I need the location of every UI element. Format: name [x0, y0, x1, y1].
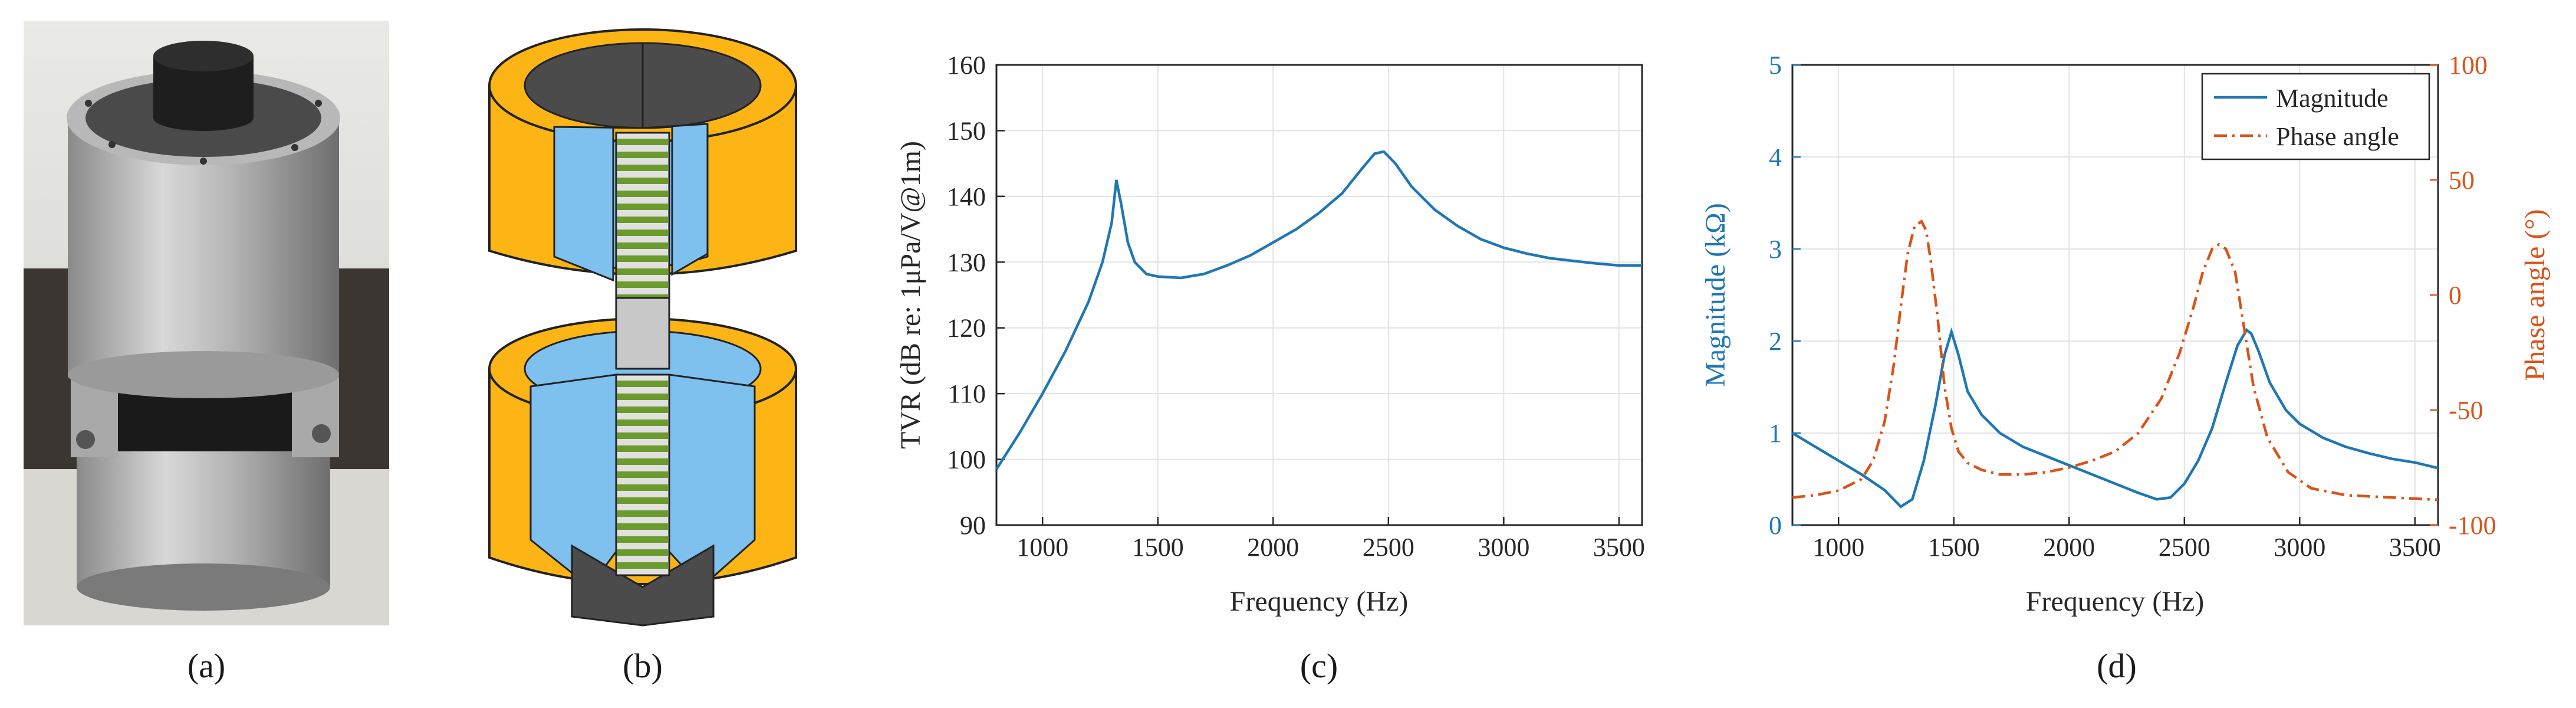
transducer-photo	[24, 21, 389, 625]
impedance-chart: 1000 1500 2000 2500 3000 3500 0 1 2 3 4 5 -100 -50 0 50…	[1686, 41, 2576, 637]
piezo-ring	[617, 536, 668, 543]
piezo-ring	[617, 217, 668, 223]
x-tick-label: 3500	[2389, 533, 2441, 562]
piezo-ring	[617, 152, 668, 158]
y-tick-label: 4	[1769, 143, 1782, 172]
y-tick-label: 5	[1769, 51, 1782, 80]
piezo-ring	[617, 281, 668, 288]
x-tick-label: 1000	[1812, 533, 1864, 562]
caption-c: (c)	[1299, 647, 1338, 685]
magnitude-ylabel: Magnitude (kΩ)	[1700, 203, 1731, 387]
piezo-ring	[617, 178, 668, 184]
tvr-plot-frame	[995, 64, 1643, 526]
tvr-ylabel: TVR (dB re: 1μPa/V@1m)	[895, 141, 926, 449]
caption-a: (a)	[187, 647, 226, 685]
piezo-ring	[617, 471, 668, 478]
y-tick-label: 120	[947, 314, 986, 343]
piezo-ring	[617, 268, 668, 275]
y-right-tick-label: -50	[2449, 396, 2483, 425]
magnitude-series-line	[1791, 327, 2439, 509]
piezo-ring	[617, 381, 668, 387]
caption-d: (d)	[2097, 647, 2137, 685]
x-tick-label: 2000	[1247, 533, 1299, 562]
legend-phase-label: Phase angle	[2276, 122, 2399, 151]
piezo-ring	[617, 242, 668, 249]
y-tick-label: 140	[947, 182, 986, 211]
y-tick-label: 130	[947, 248, 986, 277]
piezo-ring	[617, 394, 668, 400]
phase-series-line	[1792, 219, 2439, 502]
x-tick-label: 2500	[1363, 533, 1414, 562]
impedance-chart-svg: 1000 1500 2000 2500 3000 3500 0 1 2 3 4 5 -100 -50 0 50…	[1700, 51, 2551, 617]
transducer-photo-drawing	[24, 21, 389, 625]
y-right-tick-label: 50	[2449, 166, 2475, 195]
x-tick-label: 1500	[1928, 533, 1980, 562]
x-tick-label: 3000	[2274, 533, 2325, 562]
y-tick-label: 150	[947, 116, 986, 145]
y-tick-label: 90	[960, 511, 986, 540]
x-tick-label: 1500	[1132, 533, 1184, 562]
chart-legend: Magnitude Phase angle	[2201, 73, 2430, 160]
piezo-ring	[617, 165, 668, 171]
tvr-chart-svg: 1000 1500 2000 2500 3000 3500 90 100 110 120 130 14…	[895, 51, 1645, 617]
y-right-tick-label: 0	[2449, 281, 2462, 310]
tvr-chart: 1000 1500 2000 2500 3000 3500 90 100 110 120 130 14…	[873, 41, 1657, 637]
y-tick-label: 110	[948, 379, 986, 408]
y-right-tick-label: 100	[2449, 51, 2488, 80]
cutaway-schematic-drawing	[488, 28, 797, 627]
piezo-ring	[617, 139, 668, 145]
legend-magnitude-label: Magnitude	[2276, 84, 2389, 113]
y-right-tick-label: -100	[2449, 511, 2496, 540]
x-tick-label: 3500	[1593, 533, 1645, 562]
y-tick-label: 3	[1769, 235, 1782, 264]
y-tick-label: 0	[1769, 511, 1782, 540]
y-tick-label: 100	[947, 445, 986, 474]
x-tick-label: 2500	[2159, 533, 2210, 562]
piezo-ring	[617, 230, 668, 236]
piezo-ring	[617, 204, 668, 210]
piezo-ring	[617, 497, 668, 504]
piezo-ring	[617, 523, 668, 530]
tvr-xlabel: Frequency (Hz)	[1230, 586, 1409, 617]
x-tick-label: 3000	[1478, 533, 1529, 562]
piezo-ring	[617, 458, 668, 465]
y-tick-label: 1	[1769, 419, 1782, 448]
phase-ylabel: Phase angle (°)	[2519, 209, 2551, 381]
impedance-xlabel: Frequency (Hz)	[2026, 586, 2205, 617]
piezo-ring	[617, 484, 668, 491]
piezo-ring	[617, 549, 668, 556]
cutaway-schematic	[454, 21, 831, 628]
piezo-ring	[617, 407, 668, 413]
x-tick-label: 2000	[2043, 533, 2095, 562]
piezo-ring	[617, 419, 668, 426]
legend-box	[2201, 73, 2430, 160]
piezo-ring	[617, 255, 668, 262]
piezo-ring	[617, 191, 668, 197]
x-tick-label: 1000	[1016, 533, 1068, 562]
piezo-ring	[617, 562, 668, 569]
caption-b: (b)	[623, 647, 663, 685]
piezo-ring	[617, 510, 668, 517]
piezo-ring	[617, 445, 668, 452]
y-tick-label: 2	[1769, 327, 1782, 356]
y-tick-label: 160	[947, 51, 986, 80]
piezo-ring	[617, 432, 668, 439]
tvr-series-line	[995, 150, 1642, 470]
